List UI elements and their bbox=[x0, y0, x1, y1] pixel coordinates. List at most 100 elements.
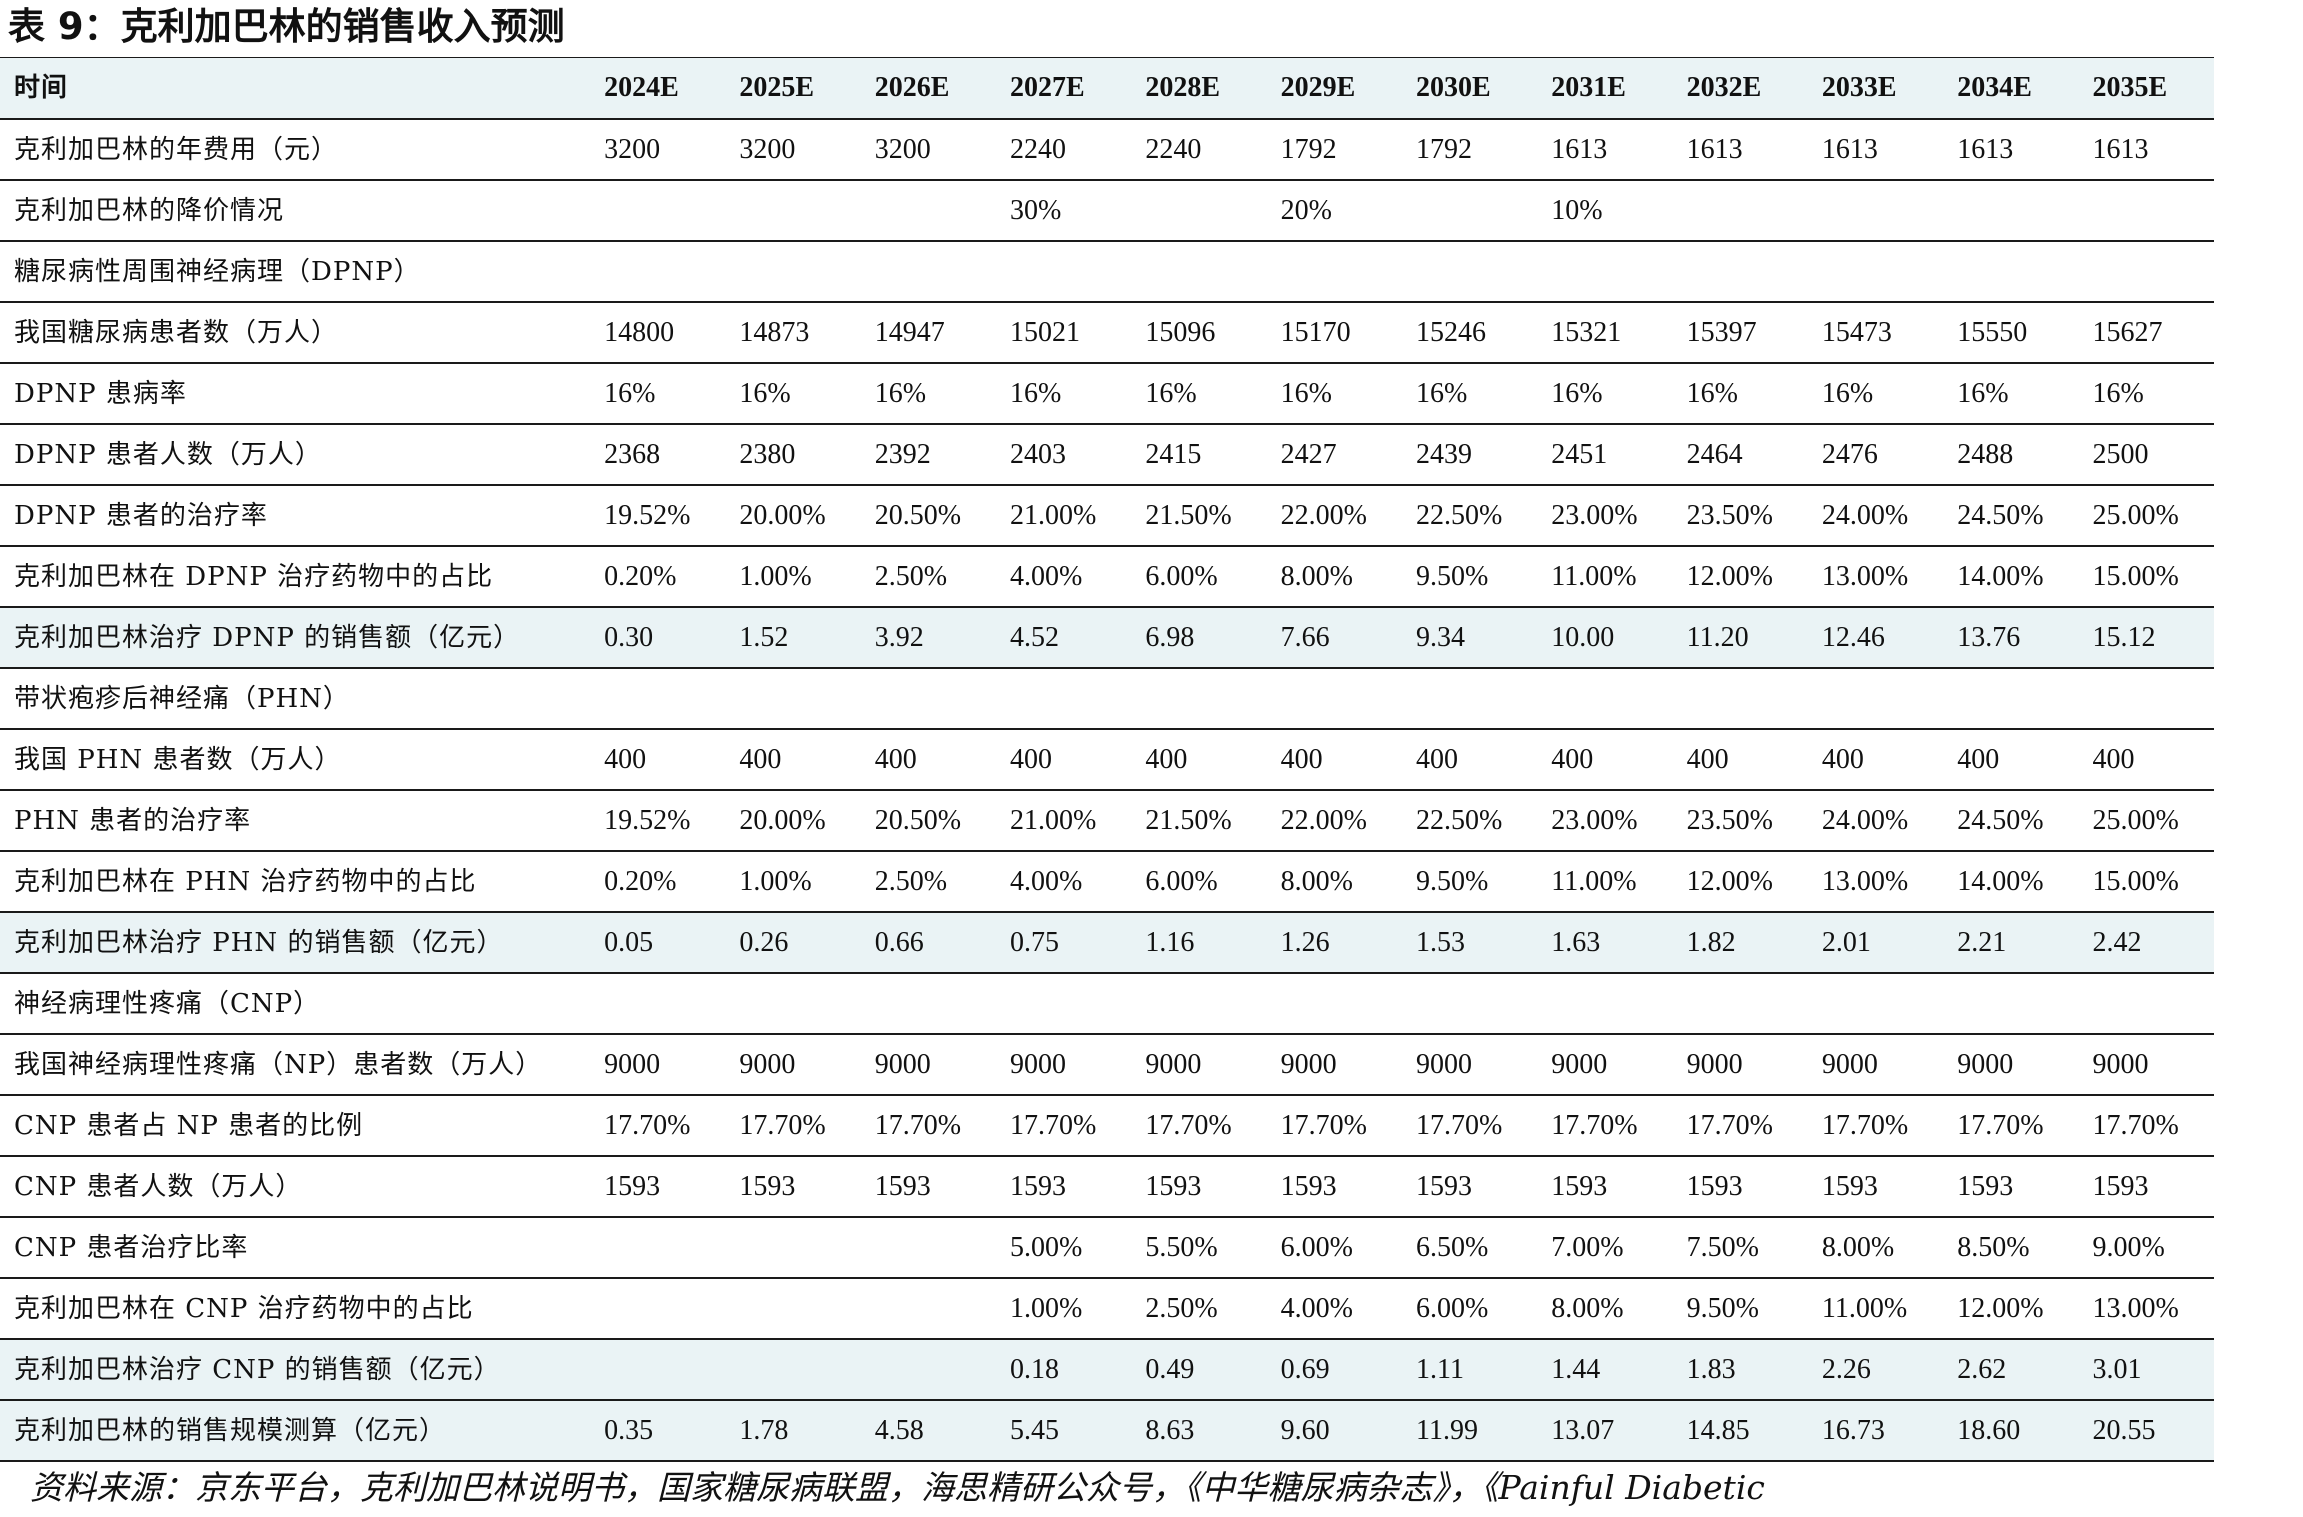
value-cell: 9000 bbox=[725, 1034, 861, 1096]
row-label-cell: 带状疱疹后神经痛（PHN） bbox=[0, 668, 591, 730]
value-cell: 16% bbox=[1266, 363, 1402, 425]
value-cell: 2.26 bbox=[1807, 1339, 1944, 1401]
value-cell: 23.00% bbox=[1537, 790, 1673, 852]
value-cell: 2464 bbox=[1672, 424, 1808, 486]
value-cell: 17.70% bbox=[2078, 1095, 2214, 1157]
row-label-cell: DPNP 患者人数（万人） bbox=[0, 424, 591, 486]
value-cell: 400 bbox=[1131, 729, 1267, 791]
value-cell: 2392 bbox=[860, 424, 997, 486]
value-cell: 9000 bbox=[1537, 1034, 1673, 1096]
value-cell: 1593 bbox=[1401, 1156, 1538, 1218]
table-row: CNP 患者人数（万人） 1593 1593 1593 1593 1593 1593 1593… bbox=[0, 1156, 2214, 1218]
table-row: 克利加巴林在 CNP 治疗药物中的占比 1.00% 2.50% 4.00% 6.00% 8… bbox=[0, 1278, 2214, 1340]
value-cell: 18.60 bbox=[1943, 1400, 2079, 1462]
value-cell: 22.00% bbox=[1266, 485, 1402, 547]
value-cell: 9000 bbox=[1807, 1034, 1944, 1096]
table-row: 克利加巴林的降价情况 30% 20% 10% bbox=[0, 180, 2214, 242]
value-cell: 14.00% bbox=[1943, 546, 2079, 608]
header-year-cell: 2034E bbox=[1943, 58, 2079, 120]
table-row: 克利加巴林治疗 PHN 的销售额（亿元） 0.05 0.26 0.66 0.75 1.16… bbox=[0, 912, 2214, 974]
value-cell: 15170 bbox=[1266, 302, 1402, 364]
value-cell bbox=[1672, 241, 1808, 303]
value-cell: 1613 bbox=[1807, 119, 1944, 181]
value-cell: 14.00% bbox=[1943, 851, 2079, 913]
value-cell: 4.00% bbox=[996, 851, 1132, 913]
value-cell bbox=[2078, 180, 2214, 242]
value-cell: 5.45 bbox=[996, 1400, 1132, 1462]
value-cell bbox=[860, 1278, 997, 1340]
row-label-cell: 克利加巴林的销售规模测算（亿元） bbox=[0, 1400, 591, 1462]
value-cell: 0.05 bbox=[590, 912, 726, 974]
value-cell: 1593 bbox=[590, 1156, 726, 1218]
value-cell: 2368 bbox=[590, 424, 726, 486]
header-year-cell: 2031E bbox=[1537, 58, 1673, 120]
value-cell: 9000 bbox=[2078, 1034, 2214, 1096]
table-row: DPNP 患者的治疗率 19.52% 20.00% 20.50% 21.00% 21.50… bbox=[0, 485, 2214, 547]
table-row: CNP 患者治疗比率 5.00% 5.50% 6.00% 6.50% 7.00% 7.50%… bbox=[0, 1217, 2214, 1279]
value-cell: 400 bbox=[1537, 729, 1673, 791]
value-cell bbox=[1266, 241, 1402, 303]
value-cell: 17.70% bbox=[1943, 1095, 2079, 1157]
value-cell bbox=[725, 1278, 861, 1340]
table-row: DPNP 患者人数（万人） 2368 2380 2392 2403 2415 2427 243… bbox=[0, 424, 2214, 486]
value-cell bbox=[1672, 973, 1808, 1035]
value-cell: 400 bbox=[725, 729, 861, 791]
value-cell: 9000 bbox=[860, 1034, 997, 1096]
value-cell: 4.58 bbox=[860, 1400, 997, 1462]
value-cell: 2.50% bbox=[1131, 1278, 1267, 1340]
value-cell bbox=[1266, 668, 1402, 730]
value-cell bbox=[725, 1217, 861, 1279]
value-cell: 5.00% bbox=[996, 1217, 1132, 1279]
value-cell: 1593 bbox=[1131, 1156, 1267, 1218]
row-label-cell: CNP 患者治疗比率 bbox=[0, 1217, 591, 1279]
value-cell: 15.00% bbox=[2078, 546, 2214, 608]
value-cell: 4.00% bbox=[996, 546, 1132, 608]
value-cell: 0.20% bbox=[590, 851, 726, 913]
table-row: CNP 患者占 NP 患者的比例 17.70% 17.70% 17.70% 17.70%… bbox=[0, 1095, 2214, 1157]
value-cell: 1.52 bbox=[725, 607, 861, 669]
value-cell: 8.00% bbox=[1266, 546, 1402, 608]
value-cell: 2476 bbox=[1807, 424, 1944, 486]
value-cell bbox=[1807, 668, 1944, 730]
value-cell: 400 bbox=[2078, 729, 2214, 791]
value-cell: 1613 bbox=[2078, 119, 2214, 181]
value-cell bbox=[590, 1217, 726, 1279]
value-cell: 20.00% bbox=[725, 790, 861, 852]
value-cell: 1.82 bbox=[1672, 912, 1808, 974]
value-cell: 16% bbox=[1401, 363, 1538, 425]
value-cell: 1593 bbox=[1266, 1156, 1402, 1218]
value-cell: 1.16 bbox=[1131, 912, 1267, 974]
value-cell: 17.70% bbox=[590, 1095, 726, 1157]
row-label-cell: 克利加巴林治疗 PHN 的销售额（亿元） bbox=[0, 912, 591, 974]
header-label-cell: 时间 bbox=[0, 58, 591, 120]
value-cell: 11.00% bbox=[1537, 546, 1673, 608]
row-label-cell: 我国 PHN 患者数（万人） bbox=[0, 729, 591, 791]
value-cell: 24.50% bbox=[1943, 485, 2079, 547]
value-cell: 1593 bbox=[996, 1156, 1132, 1218]
value-cell: 11.20 bbox=[1672, 607, 1808, 669]
value-cell bbox=[1131, 180, 1267, 242]
value-cell: 8.63 bbox=[1131, 1400, 1267, 1462]
header-year-cell: 2033E bbox=[1807, 58, 1944, 120]
value-cell: 2451 bbox=[1537, 424, 1673, 486]
value-cell: 9000 bbox=[1672, 1034, 1808, 1096]
row-label-cell: 克利加巴林在 DPNP 治疗药物中的占比 bbox=[0, 546, 591, 608]
value-cell: 0.30 bbox=[590, 607, 726, 669]
value-cell: 17.70% bbox=[860, 1095, 997, 1157]
value-cell: 1.00% bbox=[996, 1278, 1132, 1340]
value-cell bbox=[860, 1217, 997, 1279]
value-cell: 16% bbox=[1807, 363, 1944, 425]
value-cell: 19.52% bbox=[590, 485, 726, 547]
value-cell: 5.50% bbox=[1131, 1217, 1267, 1279]
value-cell: 22.50% bbox=[1401, 485, 1538, 547]
value-cell bbox=[1266, 973, 1402, 1035]
value-cell: 2.50% bbox=[860, 546, 997, 608]
value-cell bbox=[725, 180, 861, 242]
value-cell: 1613 bbox=[1943, 119, 2079, 181]
value-cell: 1.78 bbox=[725, 1400, 861, 1462]
value-cell: 400 bbox=[1807, 729, 1944, 791]
row-label-cell: DPNP 患者的治疗率 bbox=[0, 485, 591, 547]
row-label-cell: 我国糖尿病患者数（万人） bbox=[0, 302, 591, 364]
value-cell: 9000 bbox=[1131, 1034, 1267, 1096]
value-cell: 15397 bbox=[1672, 302, 1808, 364]
